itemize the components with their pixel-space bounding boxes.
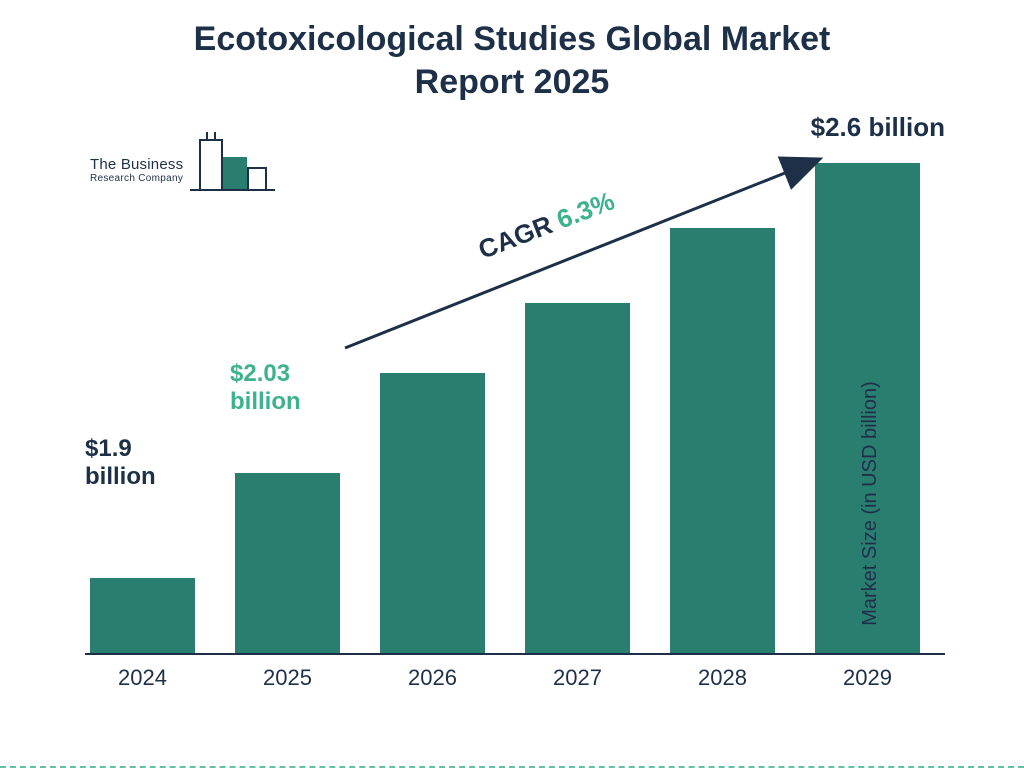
x-axis-labels: 2024 2025 2026 2027 2028 2029 <box>85 659 945 695</box>
bar-2026 <box>380 373 485 653</box>
xlabel-2028: 2028 <box>698 665 747 691</box>
callout-2025-unit: billion <box>230 388 301 416</box>
xlabel-2026: 2026 <box>408 665 457 691</box>
bar-2025 <box>235 473 340 653</box>
y-axis-label: Market Size (in USD billion) <box>859 381 882 626</box>
chart-title-line2: Report 2025 <box>0 61 1024 104</box>
chart-title: Ecotoxicological Studies Global Market R… <box>0 18 1024 103</box>
x-axis-line <box>85 653 945 655</box>
callout-2025-value: $2.03 <box>230 360 301 388</box>
bar-chart: 2024 2025 2026 2027 2028 2029 Market Size (in… <box>85 135 945 695</box>
bar-2024 <box>90 578 195 653</box>
callout-2024-unit: billion <box>85 463 156 491</box>
xlabel-2029: 2029 <box>843 665 892 691</box>
callout-2024: $1.9 billion <box>85 435 156 490</box>
callout-2029: $2.6 billion <box>811 113 945 143</box>
callout-2029-text: $2.6 billion <box>811 112 945 142</box>
callout-2025: $2.03 billion <box>230 360 301 415</box>
xlabel-2025: 2025 <box>263 665 312 691</box>
trend-arrow-icon <box>335 143 835 363</box>
callout-2024-value: $1.9 <box>85 435 156 463</box>
xlabel-2024: 2024 <box>118 665 167 691</box>
xlabel-2027: 2027 <box>553 665 602 691</box>
chart-title-line1: Ecotoxicological Studies Global Market <box>0 18 1024 61</box>
